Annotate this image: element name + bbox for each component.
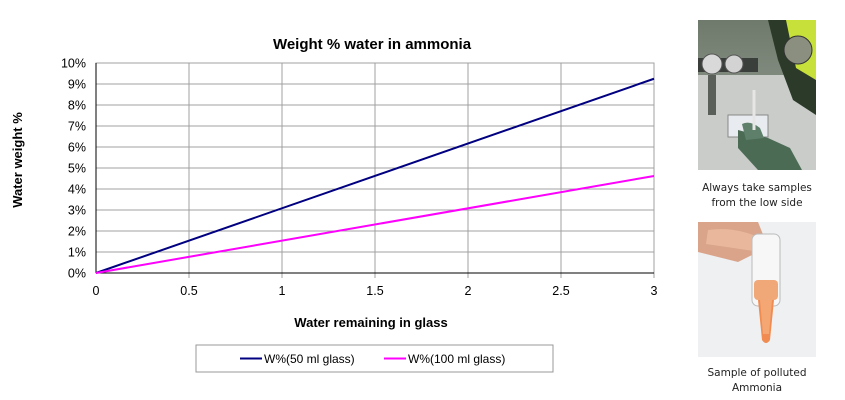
y-tick-label: 6% <box>68 141 86 155</box>
y-tick-label: 0% <box>68 267 86 281</box>
x-tick-label: 3 <box>651 284 658 298</box>
series-lines <box>95 77 655 274</box>
y-tick-label: 7% <box>68 120 86 134</box>
series-line-100ml <box>95 174 655 274</box>
y-tick-label: 1% <box>68 246 86 260</box>
chart-title: Weight % water in ammonia <box>273 36 472 53</box>
polluted-ammonia-sample-photo <box>698 222 816 357</box>
y-tick-label: 4% <box>68 183 86 197</box>
series-line-50ml <box>95 77 655 274</box>
y-axis-label: Water weight % <box>10 112 25 208</box>
y-tick-label: 5% <box>68 162 86 176</box>
caption-line: from the low side <box>711 197 803 209</box>
x-tick-labels: 0 0.5 1 1.5 2 2.5 3 <box>93 284 658 298</box>
x-tick-label: 0 <box>93 284 100 298</box>
x-tick-label: 1.5 <box>366 284 383 298</box>
photo-caption-sampling: Always take samples from the low side <box>688 181 826 211</box>
ammonia-sampling-photo <box>698 20 816 170</box>
grid <box>95 62 655 278</box>
x-tick-label: 1 <box>279 284 286 298</box>
y-tick-label: 8% <box>68 99 86 113</box>
legend-entry-100ml: W%(100 ml glass) <box>408 352 505 366</box>
x-tick-label: 2 <box>465 284 472 298</box>
caption-line: Sample of polluted <box>707 367 807 379</box>
y-tick-label: 10% <box>61 57 86 71</box>
y-tick-label: 3% <box>68 204 86 218</box>
y-tick-label: 9% <box>68 78 86 92</box>
y-tick-label: 2% <box>68 225 86 239</box>
legend-entry-50ml: W%(50 ml glass) <box>264 352 355 366</box>
caption-line: Always take samples <box>702 182 812 194</box>
x-axis-label: Water remaining in glass <box>294 315 447 330</box>
caption-line: Ammonia <box>731 382 783 394</box>
x-tick-label: 0.5 <box>180 284 197 298</box>
y-tick-labels: 0% 1% 2% 3% 4% 5% 6% 7% 8% 9% 10% <box>61 57 86 281</box>
photo-caption-polluted: Sample of polluted Ammonia <box>688 366 826 396</box>
x-tick-label: 2.5 <box>552 284 569 298</box>
